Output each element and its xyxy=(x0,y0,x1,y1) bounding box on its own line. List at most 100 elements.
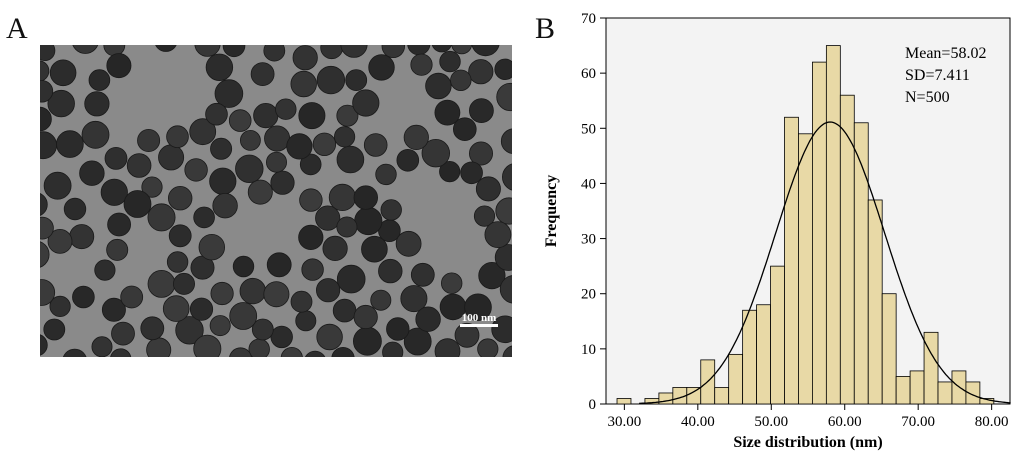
nanoparticle xyxy=(141,176,163,198)
nanoparticle xyxy=(375,163,397,186)
nanoparticle xyxy=(499,275,512,304)
nanoparticle xyxy=(312,132,337,157)
tem-micrograph: 100 nm xyxy=(40,45,512,357)
nanoparticle xyxy=(140,316,165,341)
nanoparticle xyxy=(40,216,54,240)
nanoparticle xyxy=(72,45,99,54)
nanoparticle xyxy=(301,258,324,281)
nanoparticle xyxy=(439,161,461,183)
nanoparticle xyxy=(368,54,395,81)
nanoparticle xyxy=(251,318,274,341)
nanoparticle xyxy=(111,321,135,346)
nanoparticle xyxy=(189,118,217,146)
nanoparticle xyxy=(382,341,404,357)
nanoparticle xyxy=(500,128,512,154)
nanoparticle xyxy=(336,145,365,174)
y-axis: 0 10 20 30 40 50 60 70 xyxy=(581,11,606,413)
nanoparticle xyxy=(431,45,452,53)
nanoparticle xyxy=(471,45,500,57)
y-tick-label: 10 xyxy=(581,342,596,358)
nanoparticle xyxy=(40,334,48,356)
nanoparticle xyxy=(247,179,273,205)
nanoparticle xyxy=(491,315,512,344)
nanoparticle xyxy=(205,102,228,126)
nanoparticle xyxy=(290,290,313,313)
nanoparticle xyxy=(478,262,506,290)
nanoparticle xyxy=(40,106,52,132)
nanoparticle xyxy=(56,130,84,158)
nanoparticle xyxy=(286,133,313,160)
bar-layer xyxy=(616,45,995,405)
histogram-bar xyxy=(798,133,813,405)
nanoparticle xyxy=(410,262,435,287)
nanoparticle xyxy=(340,45,368,58)
histogram-bar xyxy=(714,387,730,405)
nanoparticle xyxy=(107,212,131,237)
nanoparticle xyxy=(468,98,494,123)
nanoparticle xyxy=(415,306,441,332)
nanoparticle xyxy=(198,233,226,261)
nanoparticle xyxy=(299,188,323,212)
nanoparticle xyxy=(292,45,318,71)
x-axis-label: Size distribution (nm) xyxy=(733,434,882,451)
nanoparticle xyxy=(40,60,50,82)
x-tick-label: 50.00 xyxy=(754,414,788,430)
nanoparticle xyxy=(304,350,326,357)
nanoparticle xyxy=(167,185,193,211)
x-axis: 30.00 40.00 50.00 60.00 70.00 80.00 xyxy=(607,404,1009,430)
nanoparticle xyxy=(298,224,324,250)
nanoparticle xyxy=(166,125,189,148)
nanoparticle xyxy=(363,133,388,157)
nanoparticle xyxy=(370,289,392,311)
nanoparticle xyxy=(175,316,204,345)
nanoparticle xyxy=(298,102,326,130)
nanoparticle xyxy=(222,45,246,58)
nanoparticle xyxy=(184,158,208,182)
nanoparticle xyxy=(439,50,461,73)
nanoparticle xyxy=(101,297,126,322)
nanoparticle xyxy=(316,65,346,95)
x-tick-label: 30.00 xyxy=(607,414,641,430)
histogram-bar xyxy=(812,61,827,405)
nanoparticle xyxy=(353,304,378,330)
y-tick-label: 30 xyxy=(581,232,596,248)
nanoparticle xyxy=(331,347,355,357)
nanoparticle xyxy=(322,235,348,261)
nanoparticle xyxy=(502,163,512,191)
nanoparticle xyxy=(137,129,161,153)
nanoparticle xyxy=(49,295,71,317)
nanoparticle xyxy=(210,137,233,160)
y-tick-label: 60 xyxy=(581,66,596,82)
nanoparticle xyxy=(468,59,494,85)
nanoparticle xyxy=(421,138,451,168)
nanoparticle xyxy=(425,72,452,100)
nanoparticle xyxy=(403,124,429,151)
histogram-bar xyxy=(909,370,925,405)
nanoparticle xyxy=(209,315,231,337)
nanoparticle xyxy=(265,151,287,173)
nanoparticle xyxy=(270,325,293,349)
nanoparticle xyxy=(232,255,255,278)
nanoparticle xyxy=(84,91,110,117)
nanoparticle xyxy=(123,190,152,218)
nanoparticle xyxy=(450,69,472,92)
histogram-bar xyxy=(965,381,981,405)
nanoparticle xyxy=(162,295,190,322)
nanoparticle xyxy=(434,99,461,126)
nanoparticle xyxy=(460,161,483,185)
annotation-n: N=500 xyxy=(905,89,950,106)
nanoparticle xyxy=(452,117,477,141)
nanoparticle xyxy=(205,53,234,81)
nanoparticle xyxy=(381,45,405,58)
nanoparticle xyxy=(189,297,214,321)
nanoparticle xyxy=(316,323,343,351)
nanoparticle xyxy=(210,281,234,306)
nanoparticle xyxy=(454,322,480,348)
panel-label-a: A xyxy=(6,12,28,45)
nanoparticle xyxy=(229,302,258,330)
nanoparticle xyxy=(62,348,87,357)
nanoparticle xyxy=(403,327,432,356)
nanoparticle xyxy=(168,224,192,248)
histogram-bar xyxy=(770,265,785,405)
